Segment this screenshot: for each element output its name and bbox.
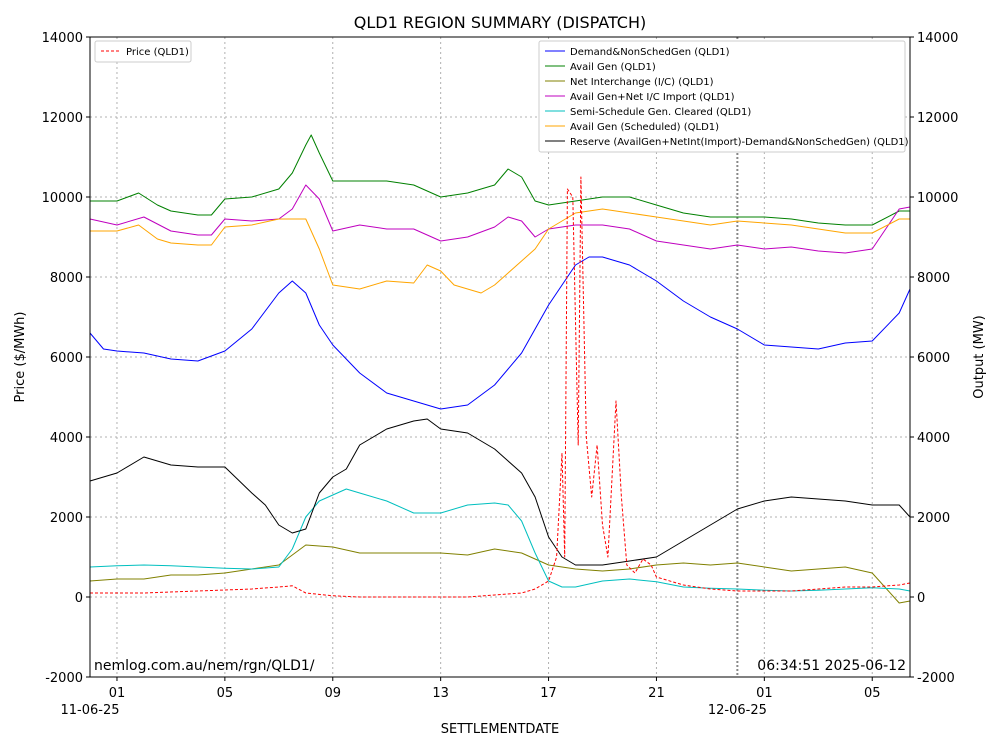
y-tick-label-left: 8000 <box>50 271 83 286</box>
x-tick-label: 01 <box>756 686 773 701</box>
x-date-label: 12-06-25 <box>708 703 767 718</box>
y-tick-label-right: 12000 <box>917 111 958 126</box>
legend-label: Net Interchange (I/C) (QLD1) <box>570 77 714 88</box>
series-line <box>90 208 910 294</box>
legend-left: Price (QLD1) <box>94 40 192 63</box>
legend-label: Avail Gen (QLD1) <box>570 62 656 73</box>
series-line <box>89 544 911 604</box>
x-date-label: 11-06-25 <box>60 703 119 718</box>
y-tick-label-right: 6000 <box>917 351 950 366</box>
y-tick-label-left: 12000 <box>42 111 83 126</box>
grid <box>90 37 910 677</box>
footer-source: nemlog.com.au/nem/rgn/QLD1/ <box>94 658 315 674</box>
y-tick-label-right: 14000 <box>917 31 958 46</box>
x-axis-label: SETTLEMENTDATE <box>441 722 560 737</box>
x-tick-label: 09 <box>324 686 341 701</box>
legend-box <box>94 40 192 63</box>
y-tick-label-right: 10000 <box>917 191 958 206</box>
legend-label: Reserve (AvailGen+NetInt(Import)-Demand&… <box>570 137 909 148</box>
y-tick-label-right: 8000 <box>917 271 950 286</box>
y-tick-label-left: 6000 <box>50 351 83 366</box>
series-line <box>89 256 911 410</box>
legend-label: Avail Gen (Scheduled) (QLD1) <box>570 122 719 133</box>
x-tick-label: 05 <box>864 686 881 701</box>
legend-label: Semi-Schedule Gen. Cleared (QLD1) <box>570 107 751 118</box>
legend-label: Price (QLD1) <box>126 47 189 58</box>
series-line <box>89 418 911 566</box>
series-line <box>89 488 911 592</box>
y-tick-label-left: 4000 <box>50 431 83 446</box>
series-line <box>90 134 910 226</box>
y-tick-label-right: -2000 <box>917 671 955 686</box>
y-tick-label-left: 0 <box>75 591 83 606</box>
legend-right: Demand&NonSchedGen (QLD1) Avail Gen (QLD1… <box>538 40 909 153</box>
y-tick-label-left: 2000 <box>50 511 83 526</box>
y-tick-label-left: 10000 <box>42 191 83 206</box>
y-tick-label-right: 0 <box>917 591 925 606</box>
y-tick-label-right: 2000 <box>917 511 950 526</box>
y-tick-label-right: 4000 <box>917 431 950 446</box>
y-axis-label-left: Price ($/MWh) <box>13 312 28 403</box>
y-tick-label-left: -2000 <box>45 671 83 686</box>
legend-label: Demand&NonSchedGen (QLD1) <box>570 47 730 58</box>
y-tick-label-left: 14000 <box>42 31 83 46</box>
x-tick-label: 13 <box>432 686 449 701</box>
x-tick-label: 21 <box>648 686 665 701</box>
series-line <box>90 176 911 598</box>
series-line <box>89 184 911 254</box>
footer-timestamp: 06:34:51 2025-06-12 <box>757 658 906 674</box>
x-tick-label: 01 <box>109 686 126 701</box>
x-tick-label: 05 <box>217 686 234 701</box>
x-tick-label: 17 <box>540 686 557 701</box>
legend-label: Avail Gen+Net I/C Import (QLD1) <box>570 92 735 103</box>
legend-box <box>538 40 906 153</box>
y-axis-label-right: Output (MW) <box>972 315 987 399</box>
axes: -2000 -2000 0 0 2000 2000 4000 4000 6000 6000 8000… <box>42 31 959 718</box>
series-group <box>89 134 911 604</box>
chart-title: QLD1 REGION SUMMARY (DISPATCH) <box>354 13 647 32</box>
